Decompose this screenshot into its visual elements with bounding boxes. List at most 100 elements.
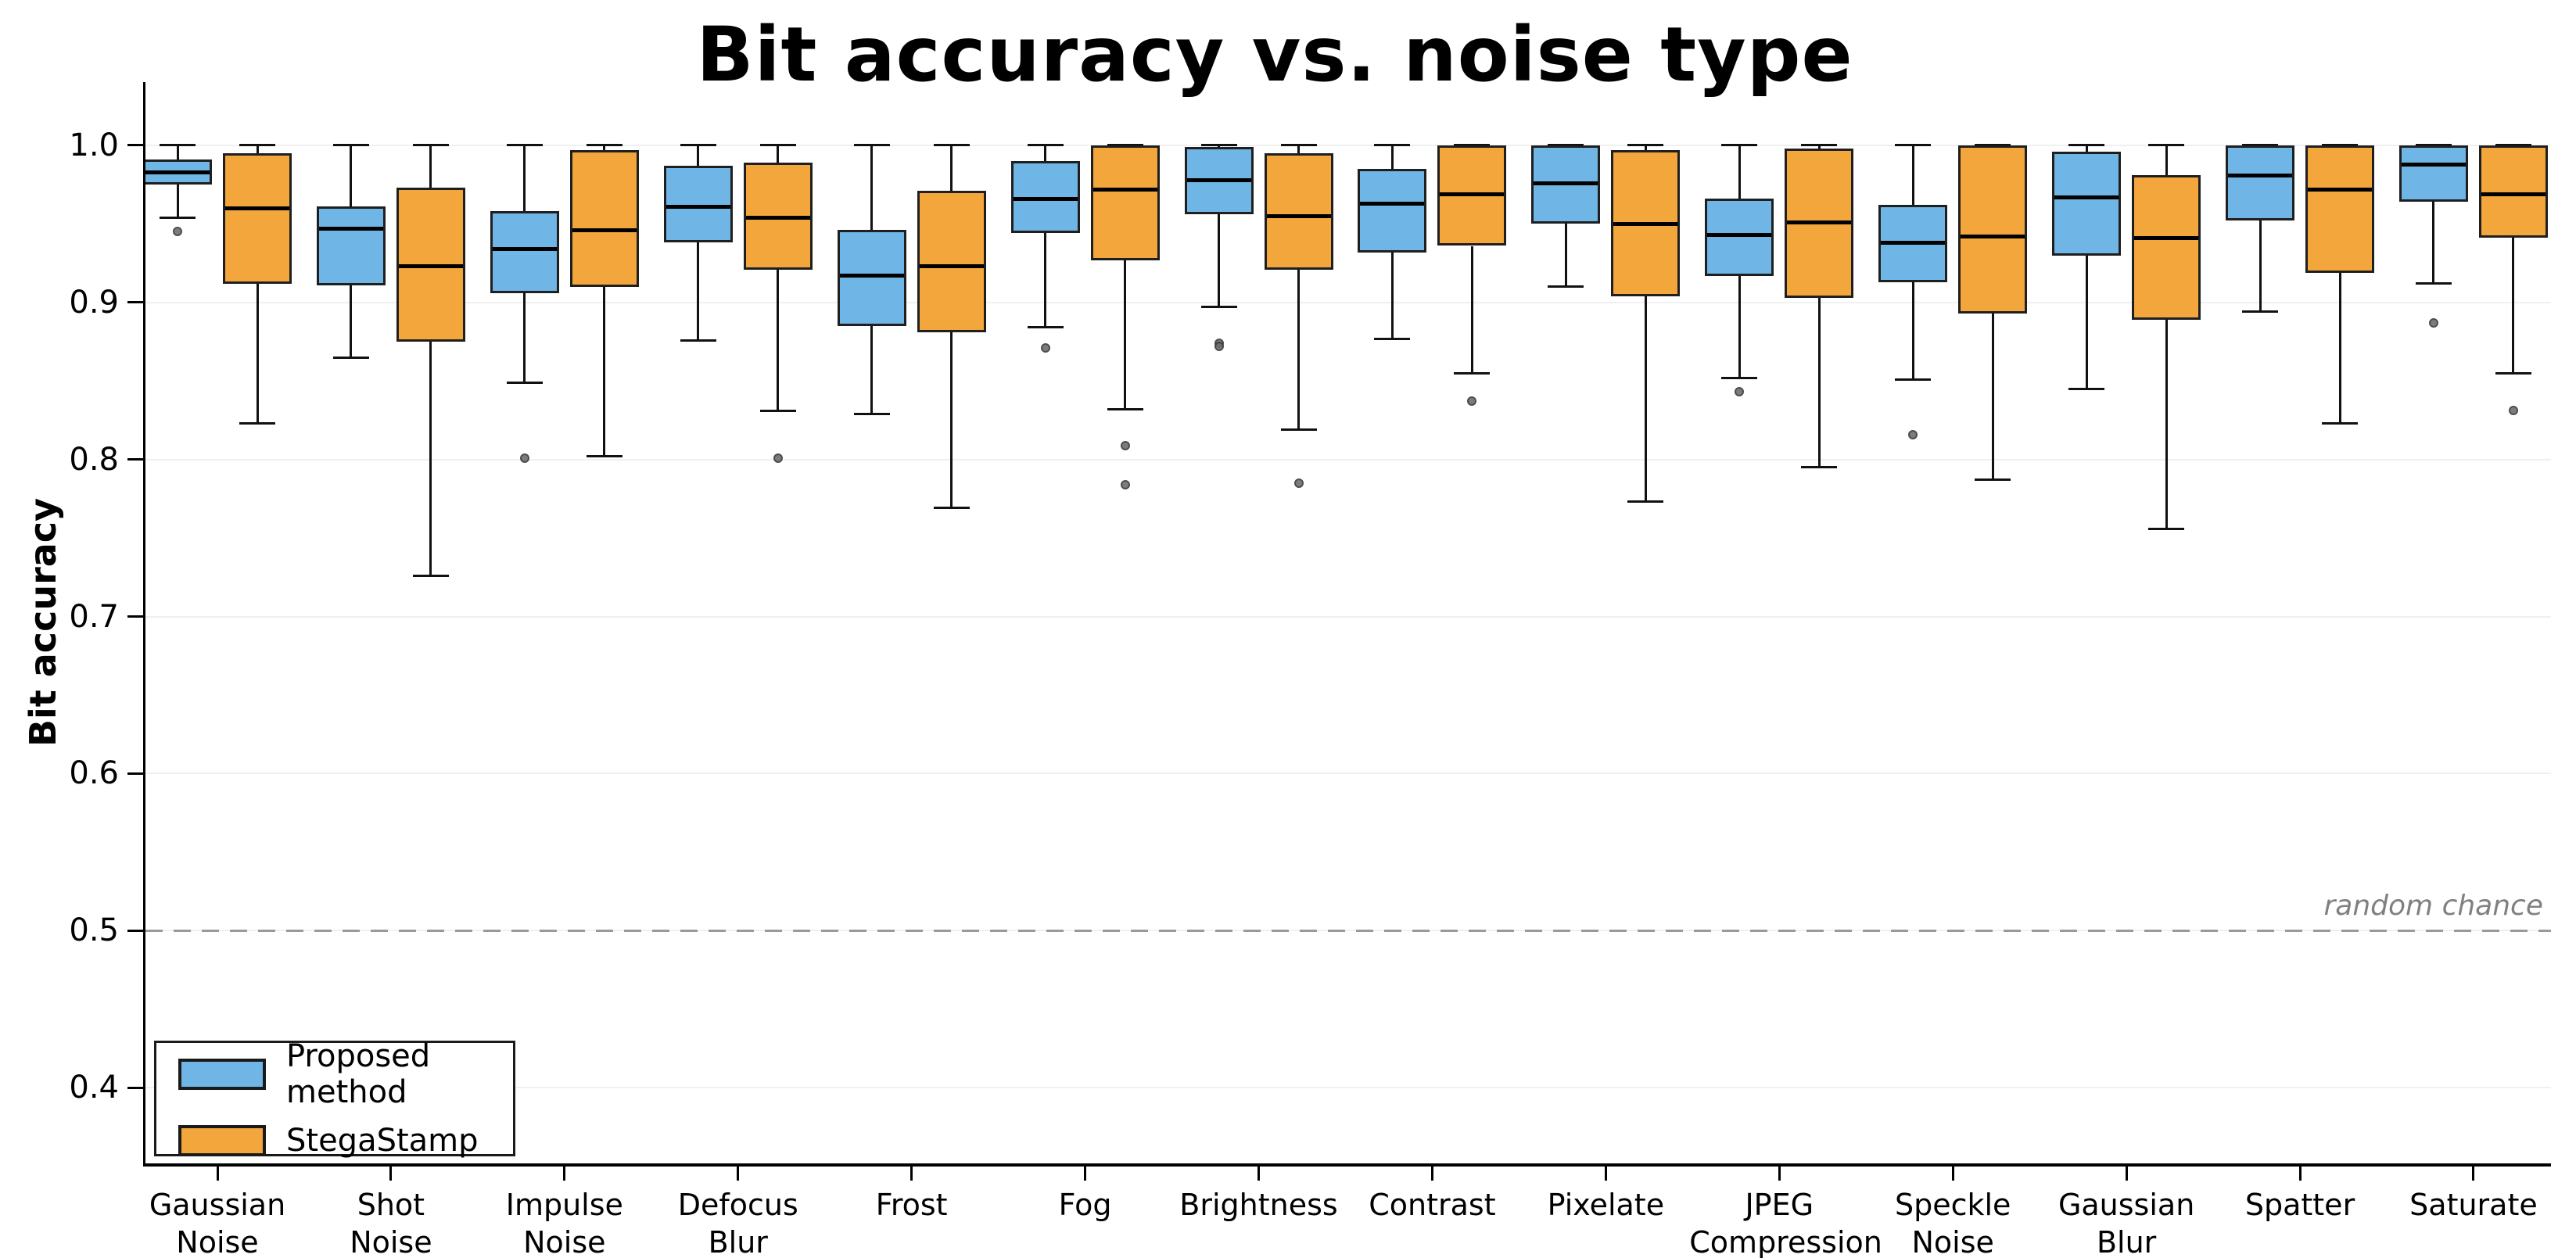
- lower-whisker-cap: [2322, 421, 2359, 425]
- box: [1264, 152, 1333, 270]
- outlier-point: [1040, 343, 1050, 353]
- median-line: [1534, 181, 1598, 185]
- median-line: [745, 215, 810, 220]
- lower-whisker-cap: [1107, 407, 1143, 410]
- lower-whisker-cap: [160, 216, 196, 219]
- median-line: [1186, 177, 1251, 182]
- upper-whisker: [523, 145, 526, 212]
- x-tick-label-brightness: Brightness: [1179, 1188, 1338, 1222]
- box: [2478, 145, 2548, 238]
- upper-whisker: [1390, 145, 1394, 170]
- upper-whisker-cap: [506, 144, 543, 147]
- gridline-0.9: [145, 301, 2551, 303]
- upper-whisker-cap: [2148, 144, 2185, 147]
- x-tick-label-defocus-blur: Defocus Blur: [677, 1188, 798, 1258]
- lower-whisker: [350, 285, 353, 358]
- x-tick-label-jpeg-compression: JPEG Compression: [1689, 1188, 1882, 1258]
- median-line: [1360, 201, 1425, 206]
- median-line: [1707, 232, 1772, 237]
- lower-whisker-cap: [2495, 371, 2531, 375]
- x-tick-gaussian-blur: [2125, 1167, 2128, 1181]
- outlier-point: [773, 453, 783, 463]
- lower-whisker: [950, 332, 953, 508]
- lower-whisker-cap: [332, 356, 369, 359]
- median-line: [666, 204, 730, 209]
- median-line: [2228, 173, 2293, 177]
- lower-whisker: [1817, 297, 1821, 468]
- y-tick-1.0: [127, 144, 143, 147]
- lower-whisker-cap: [933, 507, 970, 510]
- box: [490, 211, 559, 293]
- lower-whisker: [870, 325, 874, 414]
- lower-whisker: [1991, 313, 1994, 480]
- upper-whisker-cap: [1374, 144, 1411, 147]
- median-line: [2054, 195, 2119, 199]
- upper-whisker-cap: [933, 144, 970, 147]
- upper-whisker: [429, 145, 432, 188]
- lower-whisker: [256, 283, 259, 424]
- x-tick-jpeg-compression: [1778, 1167, 1781, 1181]
- x-tick-label-gaussian-blur: Gaussian Blur: [2058, 1188, 2195, 1258]
- median-line: [1881, 240, 1946, 245]
- upper-whisker: [1911, 145, 1914, 206]
- upper-whisker: [1817, 145, 1821, 149]
- median-line: [2134, 235, 2199, 240]
- x-tick-label-shot-noise: Shot Noise: [350, 1188, 432, 1258]
- upper-whisker: [1738, 145, 1741, 199]
- box: [569, 149, 639, 287]
- upper-whisker: [2165, 145, 2168, 176]
- y-tick-label-0.7: 0.7: [69, 598, 119, 635]
- y-tick-0.9: [127, 301, 143, 304]
- upper-whisker: [1644, 145, 1647, 150]
- lower-whisker: [523, 292, 526, 383]
- gridline-0.8: [145, 458, 2551, 461]
- upper-whisker-cap: [2068, 144, 2105, 147]
- gridline-0.4: [145, 1087, 2551, 1089]
- lower-whisker: [2085, 255, 2088, 389]
- y-tick-label-0.5: 0.5: [69, 912, 119, 949]
- y-tick-0.6: [127, 772, 143, 775]
- lower-whisker: [1044, 233, 1047, 328]
- lower-whisker-cap: [2415, 282, 2452, 285]
- x-tick-gaussian-noise: [216, 1167, 219, 1181]
- box: [2226, 145, 2295, 221]
- x-tick-label-spatter: Spatter: [2244, 1188, 2355, 1222]
- lower-whisker: [2432, 202, 2435, 284]
- upper-whisker: [697, 145, 700, 167]
- median-line: [2308, 187, 2373, 192]
- upper-whisker-cap: [1627, 144, 1664, 147]
- upper-whisker-cap: [680, 144, 716, 147]
- x-tick-shot-noise: [389, 1167, 393, 1181]
- gridline-0.7: [145, 615, 2551, 618]
- lower-whisker-cap: [506, 381, 543, 384]
- box: [1090, 145, 1160, 260]
- random-chance-line: [145, 929, 2551, 932]
- median-line: [2401, 162, 2466, 167]
- y-tick-label-0.9: 0.9: [69, 284, 119, 321]
- x-tick-spatter: [2298, 1167, 2302, 1181]
- legend-item-stegastamp: StegaStamp: [178, 1123, 513, 1159]
- lower-whisker: [1644, 296, 1647, 502]
- lower-whisker: [1564, 224, 1567, 287]
- outlier-point: [1908, 429, 1918, 439]
- median-line: [1440, 192, 1505, 196]
- outlier-point: [1735, 387, 1745, 397]
- box: [2398, 145, 2468, 202]
- lower-whisker: [1218, 214, 1221, 307]
- upper-whisker: [350, 145, 353, 207]
- reference-line-label: random chance: [2323, 890, 2544, 923]
- y-tick-0.4: [127, 1086, 143, 1089]
- legend-label-proposed-method: Proposed method: [286, 1038, 431, 1110]
- box: [917, 191, 986, 332]
- median-line: [1613, 221, 1678, 226]
- box: [2132, 175, 2201, 320]
- upper-whisker-cap: [239, 144, 275, 147]
- median-line: [398, 264, 463, 269]
- x-tick-label-gaussian-noise: Gaussian Noise: [149, 1188, 286, 1258]
- outlier-point: [2428, 317, 2438, 328]
- upper-whisker: [950, 145, 953, 192]
- lower-whisker-cap: [1721, 376, 1758, 379]
- gridline-1.0: [145, 144, 2551, 146]
- legend: Proposed method StegaStamp: [154, 1038, 515, 1159]
